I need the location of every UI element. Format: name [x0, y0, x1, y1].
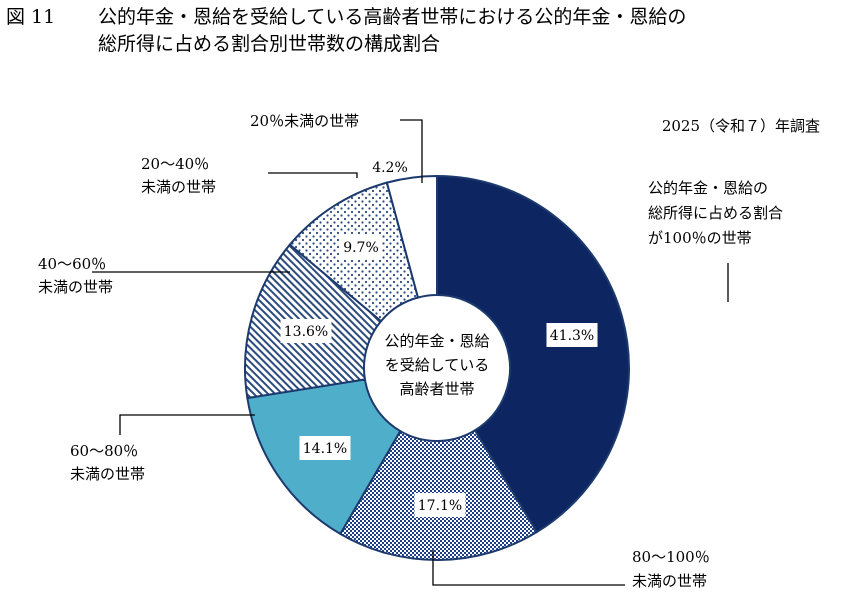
category-label-1-line-1: 未満の世帯 — [632, 572, 707, 590]
percent-label-bg-0 — [546, 323, 598, 347]
percent-label-4: 9.7% — [343, 240, 379, 256]
category-label-2-line-1: 未満の世帯 — [70, 465, 145, 483]
leader-line-1 — [432, 550, 625, 586]
category-label-3-line-0: 40～60％ — [38, 255, 106, 273]
category-label-2-line-0: 60～80％ — [70, 442, 138, 460]
percent-labels: 41.3% 17.1% 14.1% 13.6% 9.7% 4.2% — [280, 160, 598, 517]
leader-line-2 — [119, 414, 255, 435]
category-label-1-line-0: 80～100％ — [632, 548, 710, 566]
title-line-2: 総所得に占める割合別世帯数の構成割合 — [98, 33, 441, 55]
category-label-0-line-2: が100％の世帯 — [648, 229, 752, 247]
percent-label-bg-4 — [339, 235, 383, 259]
percent-label-bg-3 — [280, 319, 332, 343]
title-line-1: 公的年金・恩給を受給している高齢者世帯における公的年金・恩給の — [98, 6, 687, 28]
category-label-3-line-1: 未満の世帯 — [38, 278, 113, 296]
chart-title: 図 11 公的年金・恩給を受給している高齢者世帯における公的年金・恩給の 総所得に… — [6, 4, 846, 58]
percent-label-bg-1 — [414, 493, 466, 517]
center-label-line-0: 公的年金・恩給 — [384, 332, 489, 350]
slice-5 — [385, 174, 438, 299]
category-label-0-line-0: 公的年金・恩給の — [648, 179, 768, 197]
category-label-4-line-0: 20～40％ — [141, 155, 209, 173]
center-label: 公的年金・恩給を受給している高齢者世帯 — [384, 332, 489, 398]
leader-line-5 — [400, 119, 423, 183]
percent-label-bg-2 — [299, 436, 351, 460]
percent-label-2: 14.1% — [303, 441, 347, 457]
percent-label-1: 17.1% — [418, 498, 462, 514]
center-label-line-2: 高齢者世帯 — [399, 380, 474, 398]
figure-number: 図 11 — [6, 6, 56, 28]
category-label-5-line-0: 20％未満の世帯 — [250, 112, 359, 130]
slice-0 — [436, 174, 630, 534]
leader-lines — [92, 119, 729, 586]
percent-label-3: 13.6% — [284, 324, 328, 340]
percent-label-5: 4.2% — [372, 160, 408, 176]
category-label-0-line-1: 総所得に占める割合 — [648, 204, 783, 222]
percent-label-0: 41.3% — [550, 328, 594, 344]
category-label-4-line-1: 未満の世帯 — [141, 178, 216, 196]
center-label-line-1: を受給している — [385, 356, 490, 374]
survey-year-note: 2025（令和７）年調査 — [662, 117, 820, 135]
leader-line-4 — [268, 172, 358, 178]
